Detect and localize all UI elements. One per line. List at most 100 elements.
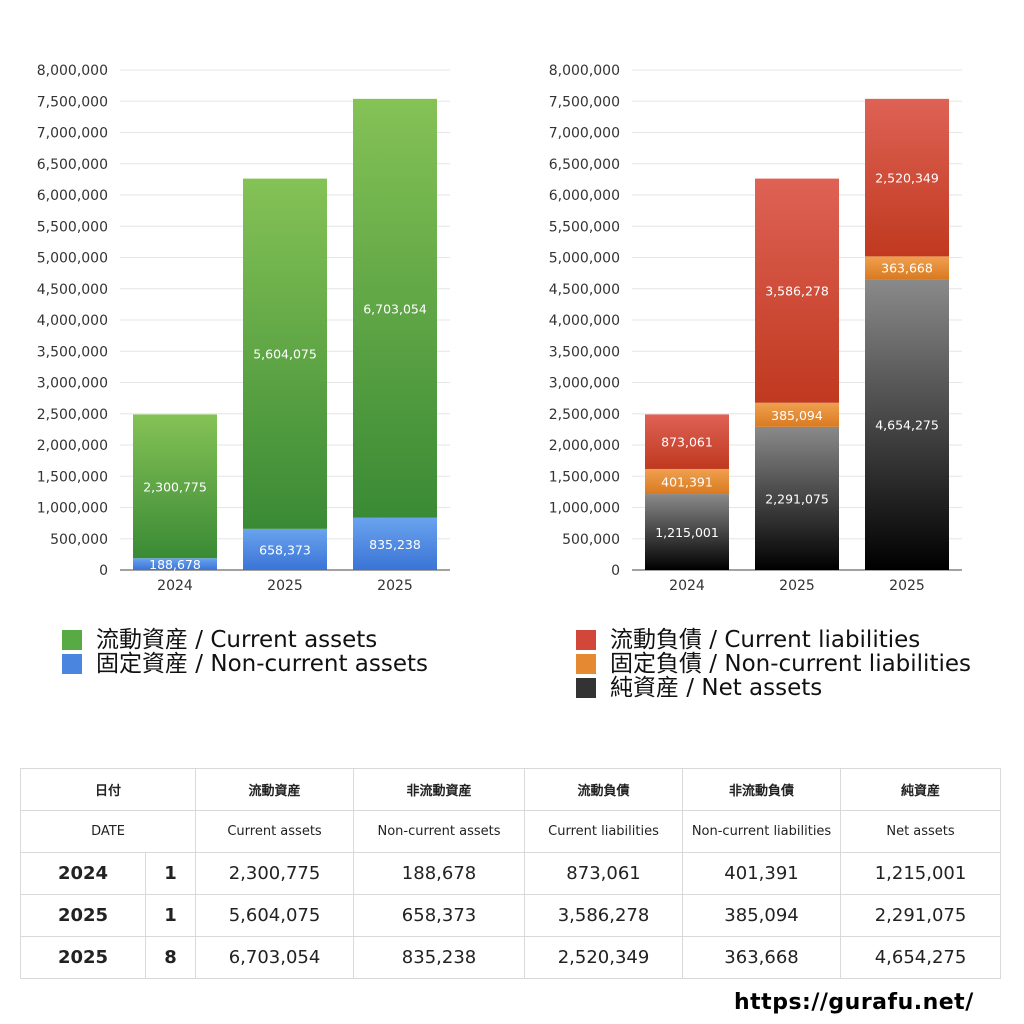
legend-swatch [62,630,82,650]
y-tick-label: 3,500,000 [549,344,620,360]
value-cell: 188,678 [353,852,526,895]
value-cell: 385,094 [682,894,842,937]
value-cell: 873,061 [524,852,684,895]
year-cell: 2025 [20,936,146,979]
y-tick-label: 2,000,000 [37,438,108,454]
header-cell: 純資産 [840,768,1002,811]
y-tick-label: 6,000,000 [37,188,108,204]
data-label: 363,668 [881,261,933,276]
header-cell: 非流動負債 [682,768,842,811]
y-tick-label: 4,500,000 [549,282,620,298]
table-row: 2025 8 6,703,054 835,238 2,520,349 363,6… [20,936,1002,979]
x-tick-label: 2025 [779,578,815,594]
y-tick-label: 7,000,000 [549,126,620,142]
y-tick-label: 1,500,000 [37,469,108,485]
legend-label: 固定負債 / Non-current liabilities [610,651,971,677]
bar-segment [865,256,949,280]
assets-chart: 0 500,000 1,000,000 1,500,000 2,000,000 2,500… [37,63,450,594]
month-cell: 8 [144,936,197,979]
data-table: 日付 流動資産 非流動資産 流動負債 非流動負債 純資産 DATE Curren… [19,768,1002,979]
y-tick-label: 6,000,000 [549,188,620,204]
value-cell: 658,373 [353,894,526,937]
data-label: 6,703,054 [363,301,427,316]
y-tick-label: 3,000,000 [549,376,620,392]
data-label: 658,373 [259,542,311,557]
y-tick-label: 7,000,000 [37,126,108,142]
legend-item-non-current-liabilities: 固定負債 / Non-current liabilities [576,652,971,676]
bar-segment [865,98,949,257]
value-cell: 3,586,278 [524,894,684,937]
value-cell: 835,238 [353,936,526,979]
month-cell: 1 [144,852,197,895]
y-tick-label: 2,500,000 [37,407,108,423]
y-tick-label: 6,500,000 [549,157,620,173]
x-tick-label: 2025 [889,578,925,594]
value-cell: 2,520,349 [524,936,684,979]
bar-segment [353,517,437,570]
header-cell: Net assets [840,810,1002,853]
y-tick-label: 500,000 [562,532,620,548]
bar-segment [243,178,327,529]
y-tick-label: 1,000,000 [37,501,108,517]
legend-swatch [576,678,596,698]
y-tick-label: 8,000,000 [37,63,108,79]
legend-label: 固定資産 / Non-current assets [96,651,429,677]
header-cell: 流動負債 [524,768,684,811]
value-cell: 4,654,275 [840,936,1002,979]
assets-legend: 流動資産 / Current assets 固定資産 / Non-current… [62,628,428,676]
bar-segment [353,98,437,518]
data-label: 3,586,278 [765,284,829,299]
value-cell: 2,291,075 [840,894,1002,937]
data-label: 401,391 [661,475,713,490]
header-cell: 流動資産 [195,768,355,811]
legend-swatch [576,654,596,674]
y-tick-label: 3,000,000 [37,376,108,392]
legend-swatch [62,654,82,674]
y-tick-label: 1,000,000 [549,501,620,517]
x-tick-label: 2024 [157,578,193,594]
y-tick-label: 5,000,000 [37,251,108,267]
y-tick-label: 0 [99,563,108,579]
value-cell: 6,703,054 [195,936,355,979]
bar-segment [645,414,729,469]
y-tick-label: 7,500,000 [37,94,108,110]
legend-label: 流動資産 / Current assets [96,627,378,653]
bar-segment [243,528,327,570]
data-label: 5,604,075 [253,347,317,362]
header-cell: 非流動資産 [353,768,526,811]
liabilities-legend: 流動負債 / Current liabilities 固定負債 / Non-cu… [576,628,971,700]
legend-label: 純資産 / Net assets [610,675,823,701]
source-url[interactable]: https://gurafu.net/ [734,990,974,1015]
legend-item-current-liabilities: 流動負債 / Current liabilities [576,628,971,652]
legend-swatch [576,630,596,650]
data-label: 2,300,775 [143,479,207,494]
bar-segment [755,402,839,427]
data-label: 1,215,001 [655,525,719,540]
value-cell: 363,668 [682,936,842,979]
y-tick-label: 5,000,000 [549,251,620,267]
y-tick-label: 3,500,000 [37,344,108,360]
x-tick-label: 2025 [377,578,413,594]
data-label: 4,654,275 [875,418,939,433]
year-cell: 2024 [20,852,146,895]
header-cell: 日付 [19,768,197,811]
month-cell: 1 [144,894,197,937]
legend-item-net-assets: 純資産 / Net assets [576,676,971,700]
data-label: 835,238 [369,537,421,552]
header-cell: DATE [19,810,197,853]
bar-segment [865,279,949,570]
data-label: 385,094 [771,408,823,423]
table-header-row-en: DATE Current assets Non-current assets C… [19,810,1002,853]
header-cell: Current liabilities [524,810,684,853]
y-tick-label: 2,000,000 [549,438,620,454]
data-label: 2,291,075 [765,491,829,506]
legend-item-non-current-assets: 固定資産 / Non-current assets [62,652,428,676]
bar-segment [755,426,839,570]
liabilities-chart: 0 500,000 1,000,000 1,500,000 2,000,000 2,500… [549,63,962,594]
legend-item-current-assets: 流動資産 / Current assets [62,628,428,652]
header-cell: Non-current liabilities [682,810,842,853]
y-tick-label: 500,000 [50,532,108,548]
bar-segment [755,178,839,403]
table-row: 2025 1 5,604,075 658,373 3,586,278 385,0… [20,894,1002,937]
y-tick-label: 5,500,000 [37,219,108,235]
